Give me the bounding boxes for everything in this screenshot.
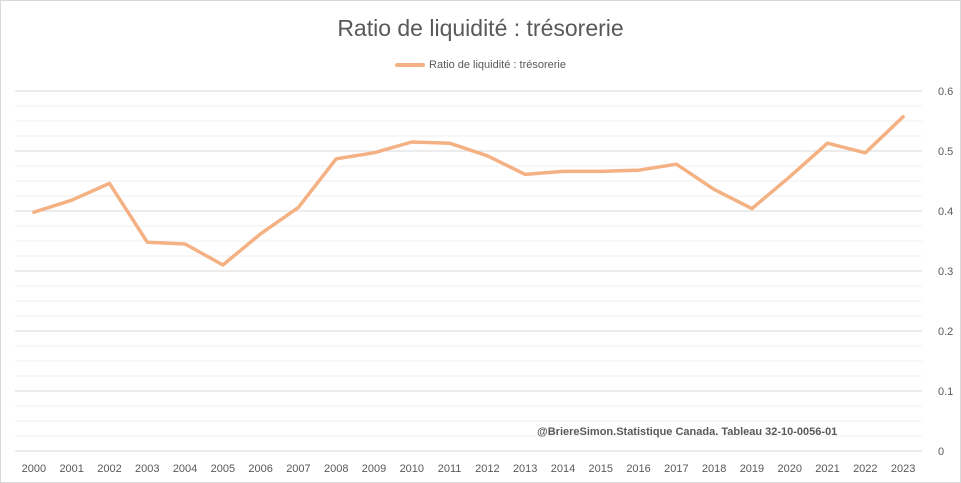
source-annotation: @BriereSimon.Statistique Canada. Tableau… bbox=[537, 426, 838, 438]
series-line bbox=[32, 115, 905, 267]
x-tick-label: 2015 bbox=[589, 463, 613, 475]
x-tick-label: 2013 bbox=[513, 463, 537, 475]
x-tick-label: 2012 bbox=[475, 463, 499, 475]
y-tick-label: 0 bbox=[938, 446, 944, 458]
y-tick-label: 0.4 bbox=[938, 206, 953, 218]
y-tick-label: 0.6 bbox=[938, 86, 953, 98]
x-tick-label: 2017 bbox=[664, 463, 688, 475]
x-tick-label: 2014 bbox=[551, 463, 575, 475]
legend-label: Ratio de liquidité : trésorerie bbox=[429, 59, 566, 71]
x-tick-label: 2000 bbox=[22, 463, 46, 475]
x-tick-label: 2007 bbox=[286, 463, 310, 475]
x-tick-label: 2020 bbox=[777, 463, 801, 475]
x-tick-label: 2019 bbox=[740, 463, 764, 475]
x-tick-label: 2021 bbox=[815, 463, 839, 475]
legend-swatch bbox=[395, 63, 426, 67]
x-tick-label: 2022 bbox=[853, 463, 877, 475]
legend: Ratio de liquidité : trésorerie bbox=[1, 59, 960, 71]
x-tick-label: 2018 bbox=[702, 463, 726, 475]
y-tick-label: 0.5 bbox=[938, 146, 953, 158]
x-tick-label: 2008 bbox=[324, 463, 348, 475]
y-tick-label: 0.3 bbox=[938, 266, 953, 278]
x-tick-label: 2010 bbox=[400, 463, 424, 475]
y-tick-label: 0.2 bbox=[938, 326, 953, 338]
x-tick-label: 2016 bbox=[626, 463, 650, 475]
x-tick-label: 2003 bbox=[135, 463, 159, 475]
x-tick-label: 2002 bbox=[97, 463, 121, 475]
x-tick-label: 2005 bbox=[211, 463, 235, 475]
x-tick-label: 2011 bbox=[438, 463, 462, 475]
x-tick-label: 2009 bbox=[362, 463, 386, 475]
x-tick-label: 2004 bbox=[173, 463, 197, 475]
chart-title: Ratio de liquidité : trésorerie bbox=[337, 15, 624, 41]
x-tick-label: 2001 bbox=[59, 463, 83, 475]
x-tick-label: 2006 bbox=[248, 463, 272, 475]
x-tick-label: 2023 bbox=[891, 463, 915, 475]
y-tick-label: 0.1 bbox=[938, 386, 953, 398]
